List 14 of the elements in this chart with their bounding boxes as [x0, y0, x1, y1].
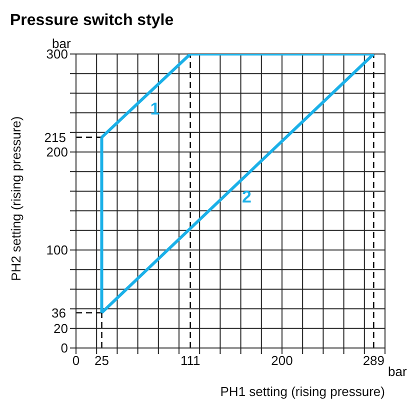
x-axis-title: PH1 setting (rising pressure) [220, 384, 385, 399]
ref-line-label: 215 [44, 130, 66, 145]
ref-line-label: 36 [52, 305, 66, 320]
ref-line-label: 111 [180, 353, 200, 368]
y-tick-label: 100 [46, 242, 68, 258]
ref-line-label: 25 [94, 353, 109, 368]
y-tick-label: 20 [54, 321, 68, 336]
chart-title: Pressure switch style [9, 11, 175, 31]
y-tick-label: 0 [60, 340, 68, 356]
y-tick-label: 200 [46, 144, 68, 160]
y-axis-title: PH2 setting (rising pressure) [8, 116, 24, 281]
text: bar [388, 364, 407, 379]
ref-line-label: 289 [362, 353, 385, 368]
series-label: 2 [242, 187, 252, 206]
